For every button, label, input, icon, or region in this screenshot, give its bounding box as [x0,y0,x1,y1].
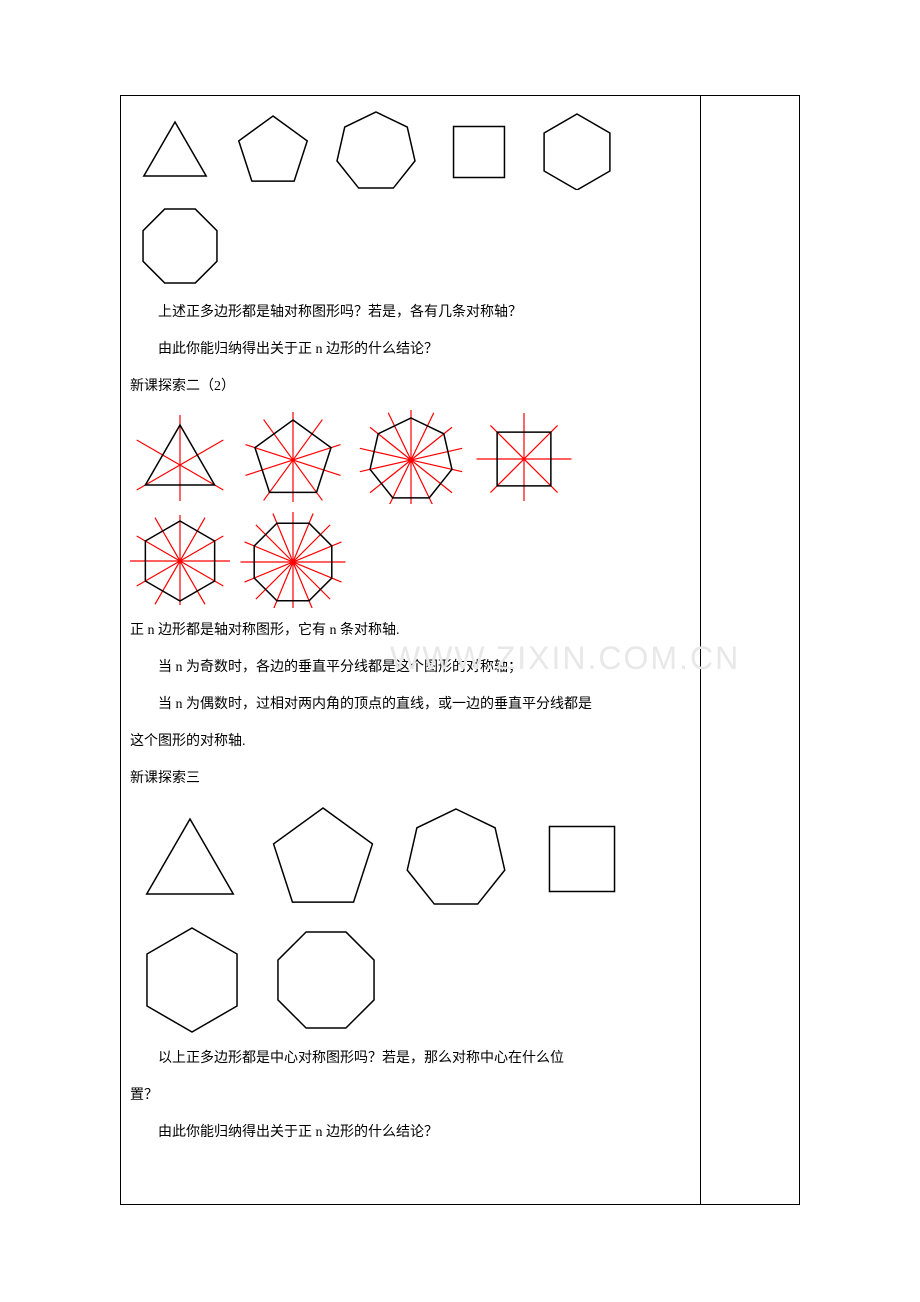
polygon-5-icon [238,412,348,502]
shapes-row-1b [130,200,690,290]
polygon-3-icon [130,413,230,501]
polygon-6-icon [130,922,254,1034]
page: 上述正多边形都是轴对称图形吗？若是，各有几条对称轴？ 由此你能归纳得出关于正 n… [0,0,920,1302]
heading-3: 新课探索三 [130,764,690,795]
polygon-6-icon [532,110,622,190]
shapes-row-3b [130,920,690,1036]
polygon-4-icon [524,805,640,909]
polygon-5-icon [258,802,388,912]
content-area: 上述正多边形都是轴对称图形吗？若是，各有几条对称轴？ 由此你能归纳得出关于正 n… [130,100,690,1155]
question-3c: 由此你能归纳得出关于正 n 边形的什么结论？ [130,1118,690,1149]
column-divider [700,95,701,1205]
question-1b: 由此你能归纳得出关于正 n 边形的什么结论？ [130,335,690,366]
question-3a: 以上正多边形都是中心对称图形吗？若是，那么对称中心在什么位 [130,1044,690,1075]
polygon-6-icon [130,515,230,605]
polygon-7-icon [356,410,466,504]
polygon-8-icon [130,200,230,290]
question-1a: 上述正多边形都是轴对称图形吗？若是，各有几条对称轴？ [130,298,690,329]
polygon-4-icon [434,110,524,190]
statement-1: 正 n 边形都是轴对称图形，它有 n 条对称轴. [130,616,690,647]
polygon-7-icon [396,803,516,911]
question-3b: 置？ [130,1081,690,1112]
polygon-5-icon [228,110,318,190]
polygon-4-icon [474,413,574,501]
polygon-8-icon [262,920,390,1036]
shapes-row-1 [130,108,690,192]
statement-2: 当 n 为奇数时，各边的垂直平分线都是这个图形的对称轴； [130,653,690,684]
heading-2: 新课探索二（2） [130,372,690,403]
polygon-8-icon [238,512,348,608]
statement-3: 当 n 为偶数时，过相对两内角的顶点的直线，或一边的垂直平分线都是 [130,690,690,721]
shapes-row-2 [130,410,690,504]
polygon-7-icon [326,108,426,192]
polygon-3-icon [130,805,250,910]
statement-3b: 这个图形的对称轴. [130,727,690,758]
shapes-row-3 [130,802,690,912]
polygon-3-icon [130,110,220,190]
shapes-row-2b [130,512,690,608]
